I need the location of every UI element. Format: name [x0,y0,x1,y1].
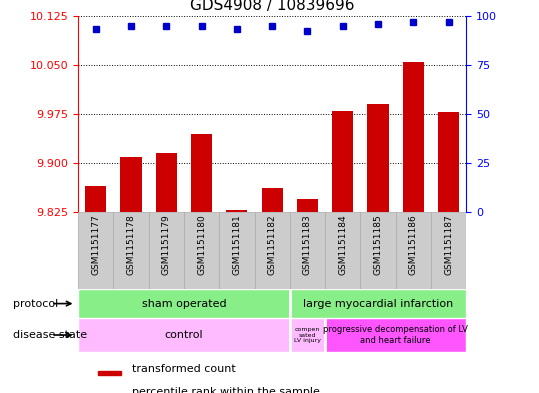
Bar [78,289,290,318]
Bar [156,153,177,212]
Bar [290,289,466,318]
Text: percentile rank within the sample: percentile rank within the sample [133,387,320,393]
Bar [431,212,466,289]
Bar [98,371,121,375]
Bar [438,112,459,212]
Title: GDS4908 / 10839696: GDS4908 / 10839696 [190,0,355,13]
Text: GSM1151180: GSM1151180 [197,215,206,275]
Bar [85,186,106,212]
Text: GSM1151187: GSM1151187 [444,215,453,275]
Bar [325,318,466,352]
Bar [113,212,149,289]
Bar [403,62,424,212]
Bar [191,134,212,212]
Bar [219,212,254,289]
Bar [149,212,184,289]
Text: sham operated: sham operated [142,299,226,309]
Bar [325,212,361,289]
Text: GSM1151177: GSM1151177 [91,215,100,275]
Text: GSM1151181: GSM1151181 [232,215,241,275]
Bar [396,212,431,289]
Text: GSM1151179: GSM1151179 [162,215,171,275]
Text: GSM1151185: GSM1151185 [374,215,383,275]
Text: large myocardial infarction: large myocardial infarction [303,299,453,309]
Text: progressive decompensation of LV
and heart failure: progressive decompensation of LV and hea… [323,325,468,345]
Bar [78,212,113,289]
Text: transformed count: transformed count [133,364,236,374]
Bar [297,199,318,212]
Text: GSM1151186: GSM1151186 [409,215,418,275]
Bar [290,212,325,289]
Bar [368,104,389,212]
Bar [226,210,247,212]
Bar [290,318,325,352]
Text: GSM1151183: GSM1151183 [303,215,312,275]
Text: disease state: disease state [13,330,88,340]
Text: compen
sated
LV injury: compen sated LV injury [294,327,321,343]
Text: protocol: protocol [13,299,59,309]
Text: GSM1151182: GSM1151182 [268,215,277,275]
Text: GSM1151178: GSM1151178 [127,215,136,275]
Bar [361,212,396,289]
Bar [332,111,354,212]
Bar [254,212,290,289]
Text: GSM1151184: GSM1151184 [338,215,347,275]
Bar [261,188,283,212]
Text: control: control [165,330,203,340]
Bar [184,212,219,289]
Bar [121,156,142,212]
Bar [78,318,290,352]
